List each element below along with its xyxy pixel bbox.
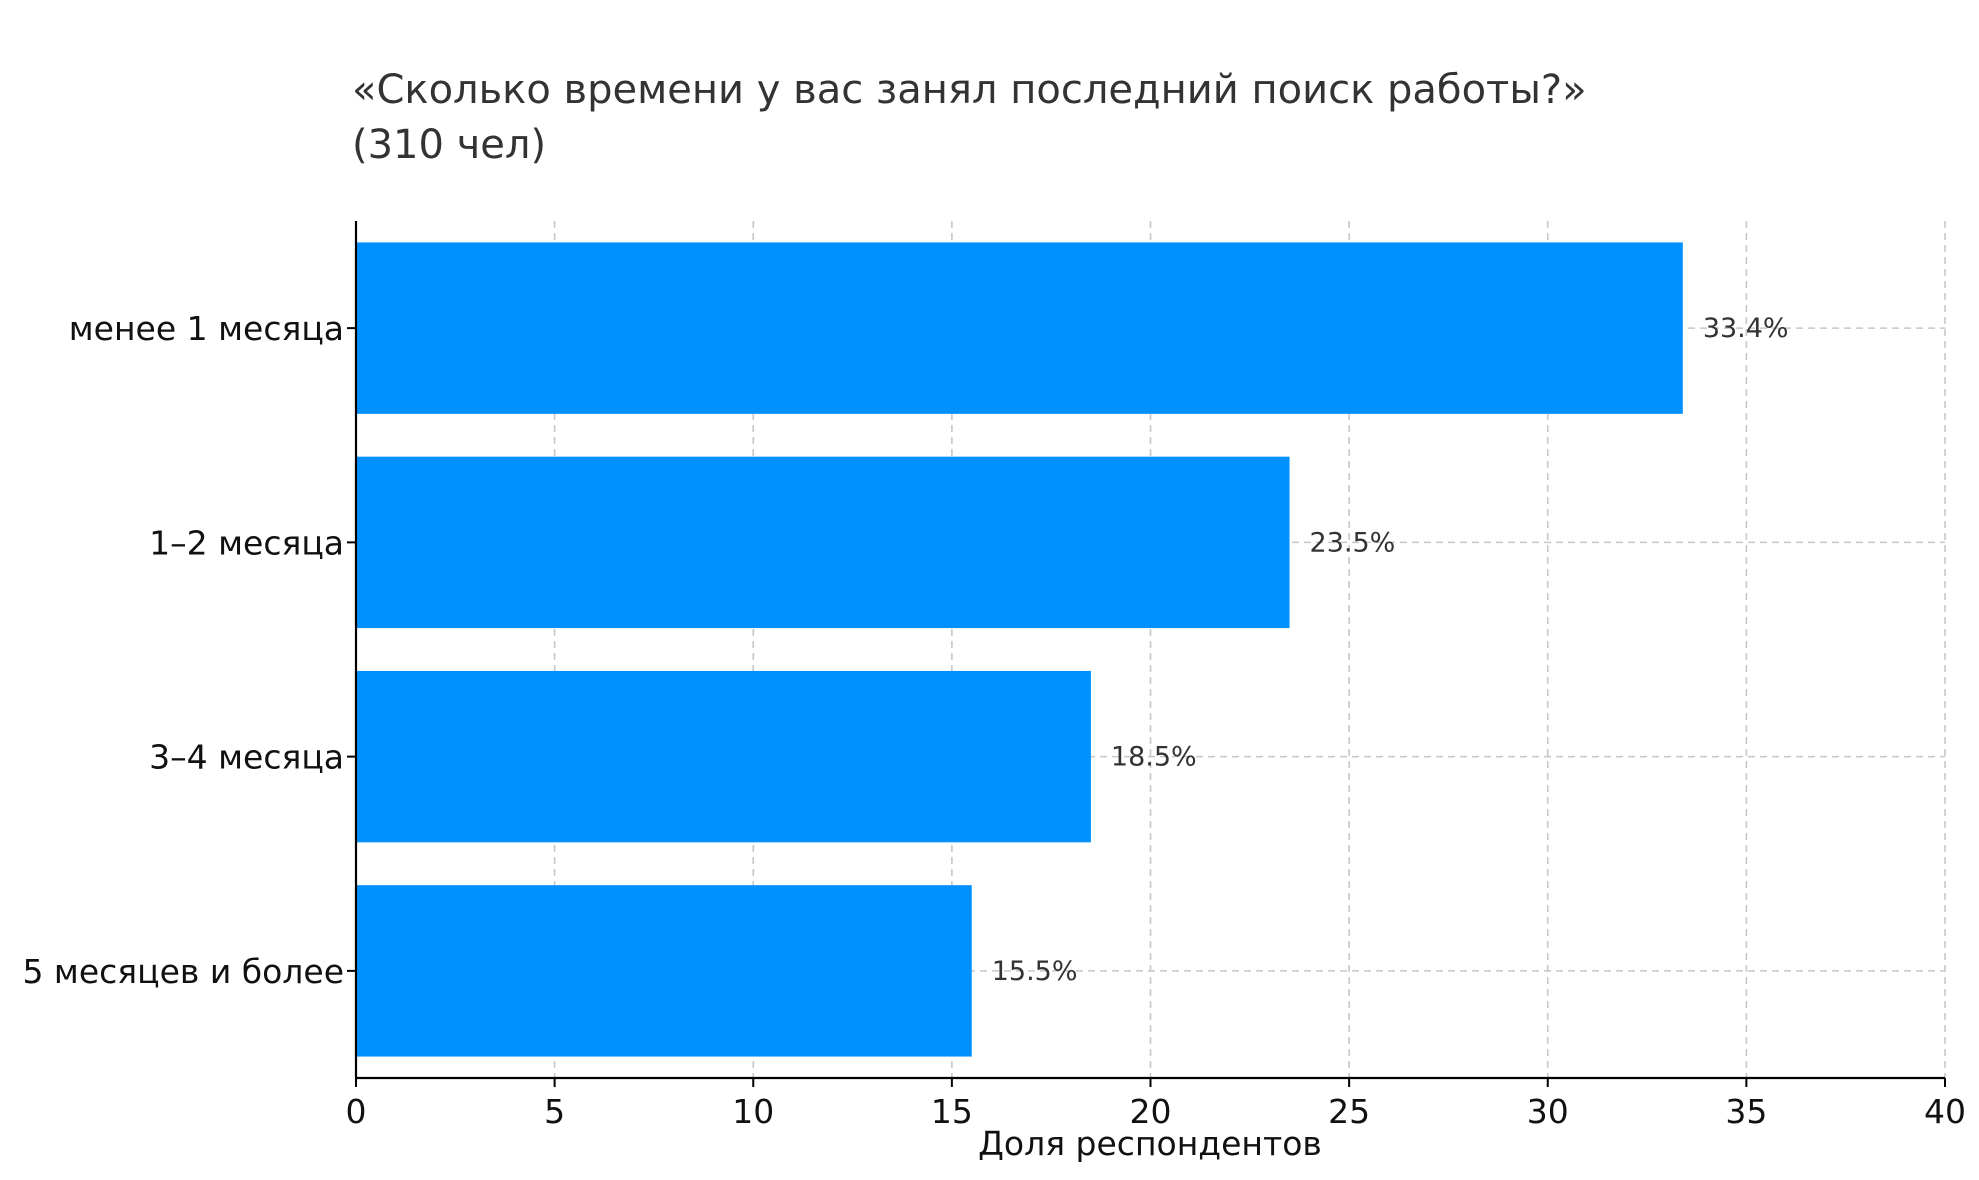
y-tick-label: 5 месяцев и более [22, 952, 344, 991]
axes [347, 221, 1946, 1087]
bar [356, 456, 1290, 629]
bar-value-label: 23.5% [1310, 527, 1396, 558]
chart-title-line-1: «Сколько времени у вас занял последний п… [352, 67, 1587, 113]
chart-title: «Сколько времени у вас занял последний п… [352, 67, 1587, 168]
x-axis-title: Доля респондентов [978, 1124, 1322, 1163]
bar [356, 670, 1091, 843]
x-tick-label: 35 [1725, 1092, 1767, 1131]
bar-value-label: 18.5% [1111, 742, 1197, 773]
y-tick-label: менее 1 месяца [69, 309, 344, 348]
x-tick-label: 15 [931, 1092, 973, 1131]
y-tick-label: 1–2 месяца [149, 523, 344, 562]
x-tick-label: 5 [544, 1092, 565, 1131]
x-tick-label: 0 [346, 1092, 367, 1131]
x-tick-label: 20 [1130, 1092, 1172, 1131]
bar-value-label: 15.5% [992, 956, 1078, 987]
x-tick-label: 25 [1328, 1092, 1370, 1131]
bars [356, 242, 1683, 1057]
bar [356, 885, 972, 1057]
bar-value-label: 33.4% [1703, 313, 1789, 344]
x-tick-label: 30 [1527, 1092, 1569, 1131]
chart-title-line-2: (310 чел) [352, 122, 546, 168]
labels: 33.4% менее 1 месяца 23.5% 1–2 месяца 18.5% 3… [22, 309, 1966, 1131]
bar [356, 242, 1683, 414]
x-tick-label: 10 [732, 1092, 774, 1131]
x-tick-label: 40 [1924, 1092, 1966, 1131]
y-tick-label: 3–4 месяца [149, 738, 344, 777]
